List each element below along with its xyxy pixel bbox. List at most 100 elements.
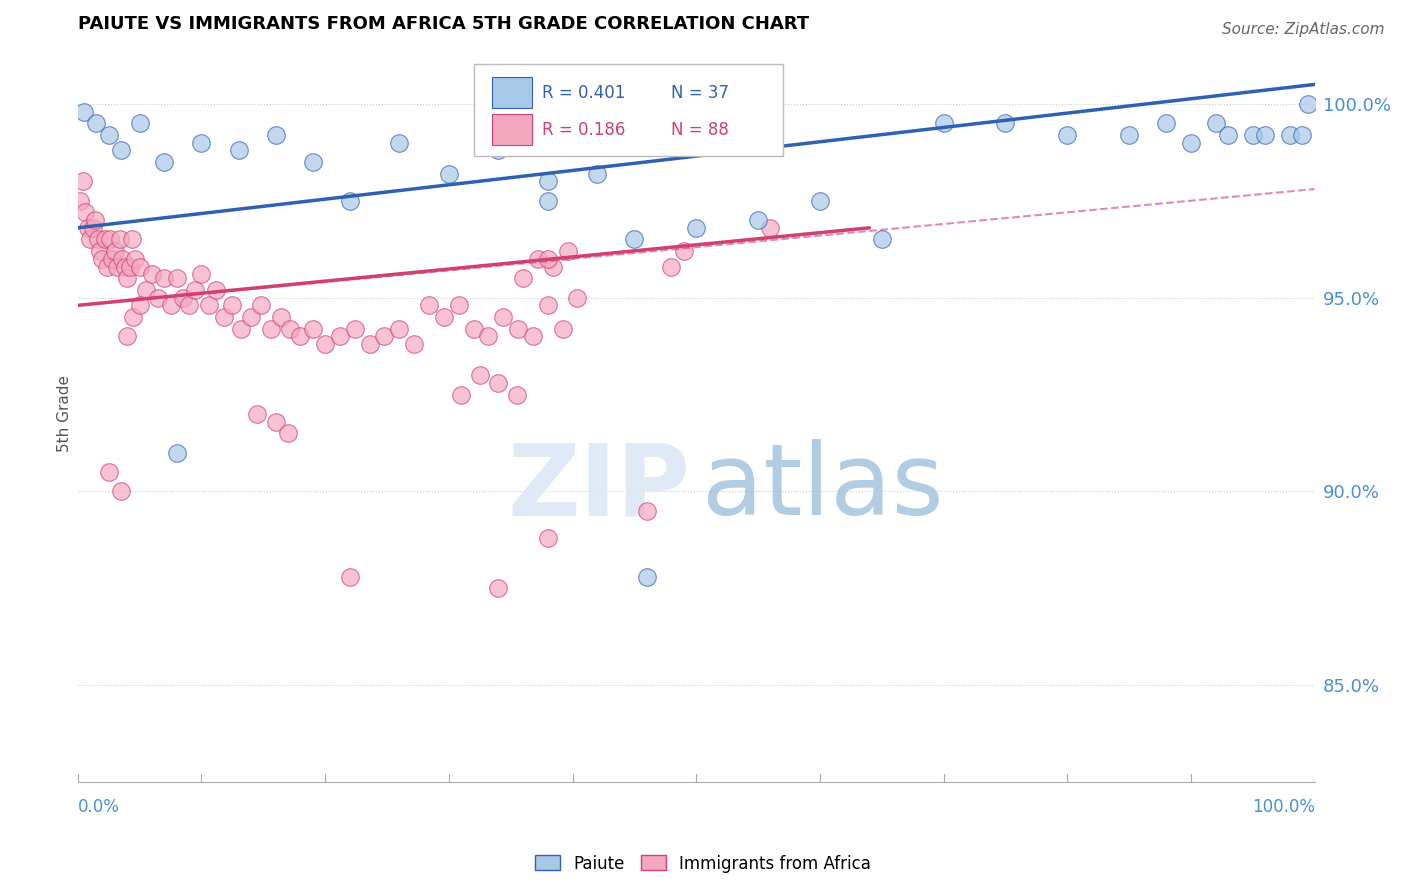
Point [239, 310, 262, 324]
Point [115, 329, 138, 343]
Point [1118, 128, 1140, 142]
Point [79, 232, 101, 246]
Point [932, 116, 955, 130]
Point [75, 205, 97, 219]
Point [260, 321, 283, 335]
Point [685, 220, 707, 235]
Text: PAIUTE VS IMMIGRANTS FROM AFRICA 5TH GRADE CORRELATION CHART: PAIUTE VS IMMIGRANTS FROM AFRICA 5TH GRA… [77, 15, 808, 33]
Point [159, 298, 181, 312]
Point [486, 582, 509, 596]
Point [124, 252, 146, 266]
Point [104, 244, 127, 258]
Point [69, 194, 91, 208]
Point [586, 167, 609, 181]
Point [228, 144, 250, 158]
Point [111, 252, 134, 266]
Point [205, 283, 228, 297]
Point [184, 283, 207, 297]
Point [636, 504, 658, 518]
Point [636, 569, 658, 583]
Point [72, 174, 94, 188]
Point [418, 298, 440, 312]
Point [115, 271, 138, 285]
Point [190, 136, 212, 150]
Point [506, 321, 529, 335]
Point [277, 426, 299, 441]
Point [135, 283, 157, 297]
Point [388, 136, 411, 150]
Point [108, 232, 131, 246]
Point [359, 337, 381, 351]
Point [447, 298, 470, 312]
Point [146, 291, 169, 305]
Point [623, 232, 645, 246]
Point [221, 298, 243, 312]
Point [343, 321, 366, 335]
Point [249, 298, 271, 312]
Point [91, 252, 114, 266]
Text: 100.0%: 100.0% [1251, 797, 1315, 815]
Point [128, 298, 150, 312]
Point [96, 260, 118, 274]
Point [339, 194, 361, 208]
Point [84, 116, 107, 130]
Point [567, 291, 589, 305]
Point [110, 484, 132, 499]
Point [551, 321, 574, 335]
Point [537, 531, 560, 545]
Point [94, 232, 117, 246]
Point [89, 244, 111, 258]
Text: atlas: atlas [703, 439, 943, 536]
Point [122, 310, 145, 324]
Point [264, 415, 287, 429]
Point [1180, 136, 1202, 150]
Point [527, 252, 550, 266]
Point [229, 321, 252, 335]
Point [541, 260, 564, 274]
Point [114, 260, 136, 274]
Point [82, 220, 104, 235]
Point [190, 268, 212, 282]
Point [339, 569, 361, 583]
Legend: Paiute, Immigrants from Africa: Paiute, Immigrants from Africa [529, 848, 877, 880]
Point [177, 298, 200, 312]
Point [477, 329, 499, 343]
Point [373, 329, 395, 343]
Point [994, 116, 1017, 130]
Point [110, 144, 132, 158]
Point [290, 329, 312, 343]
Point [105, 260, 128, 274]
Point [450, 387, 472, 401]
Text: N = 88: N = 88 [672, 120, 730, 138]
Point [101, 252, 124, 266]
Point [329, 329, 352, 343]
Point [537, 174, 560, 188]
Point [512, 271, 534, 285]
Text: ZIP: ZIP [508, 439, 690, 536]
Point [141, 268, 163, 282]
Point [747, 213, 769, 227]
Point [166, 271, 188, 285]
Point [153, 155, 176, 169]
Text: 0.0%: 0.0% [77, 797, 120, 815]
Point [314, 337, 336, 351]
Point [172, 291, 194, 305]
Point [1205, 116, 1227, 130]
Text: Source: ZipAtlas.com: Source: ZipAtlas.com [1222, 22, 1385, 37]
Text: R = 0.401: R = 0.401 [541, 84, 624, 102]
Point [264, 128, 287, 142]
Point [537, 194, 560, 208]
Point [759, 220, 782, 235]
Point [1154, 116, 1177, 130]
Point [301, 155, 323, 169]
Point [76, 220, 98, 235]
FancyBboxPatch shape [474, 64, 783, 156]
Point [672, 244, 695, 258]
Point [661, 260, 683, 274]
Point [1254, 128, 1277, 142]
Point [486, 144, 509, 158]
Point [522, 329, 544, 343]
Point [246, 407, 269, 421]
Point [73, 104, 96, 119]
Y-axis label: 5th Grade: 5th Grade [58, 376, 72, 452]
